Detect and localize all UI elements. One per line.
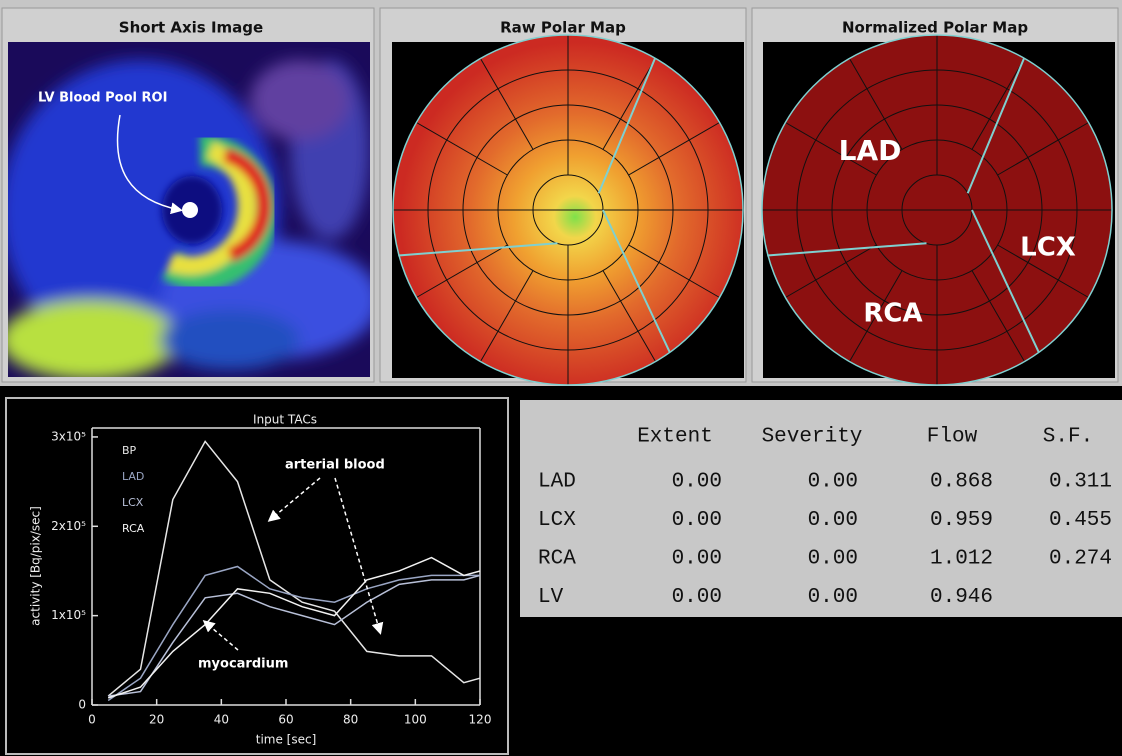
column-header: Flow bbox=[927, 426, 978, 449]
column-header: Extent bbox=[637, 426, 713, 449]
row-label: LCX bbox=[538, 509, 576, 532]
x-axis-label: time [sec] bbox=[256, 733, 317, 747]
legend-entry: RCA bbox=[122, 522, 145, 535]
y-tick-label: 3x10⁵ bbox=[51, 429, 86, 443]
y-tick-label: 2x10⁵ bbox=[51, 519, 86, 533]
row-label: LV bbox=[538, 586, 564, 609]
legend-entry: LAD bbox=[122, 470, 144, 483]
table-cell: 0.00 bbox=[808, 509, 858, 532]
table-cell: 0.311 bbox=[1049, 471, 1112, 494]
panel-title: Short Axis Image bbox=[119, 19, 263, 37]
table-cell: 0.868 bbox=[930, 471, 993, 494]
table-cell: 0.959 bbox=[930, 509, 993, 532]
annotation: myocardium bbox=[198, 657, 288, 672]
screen: Short Axis Image Raw Polar Map Normalize… bbox=[0, 0, 1122, 756]
table-cell: 0.946 bbox=[930, 586, 993, 609]
annotation: LV Blood Pool ROI bbox=[38, 91, 167, 106]
x-tick-label: 60 bbox=[278, 713, 293, 727]
y-tick-label: 1x10⁵ bbox=[51, 608, 86, 622]
y-axis-label: activity [Bq/pix/sec] bbox=[29, 506, 43, 626]
x-tick-label: 120 bbox=[469, 713, 492, 727]
row-label: LAD bbox=[538, 471, 576, 494]
territory-label: RCA bbox=[863, 299, 922, 329]
table-cell: 0.00 bbox=[808, 471, 858, 494]
table-cell: 0.274 bbox=[1049, 548, 1112, 571]
x-tick-label: 100 bbox=[404, 713, 427, 727]
legend-entry: BP bbox=[122, 444, 137, 457]
x-tick-label: 80 bbox=[343, 713, 358, 727]
x-tick-label: 0 bbox=[88, 713, 96, 727]
table-cell: 0.00 bbox=[672, 548, 722, 571]
territory-label: LCX bbox=[1020, 233, 1076, 263]
legend-entry: LCX bbox=[122, 496, 144, 509]
y-tick-label: 0 bbox=[78, 698, 86, 712]
table-cell: 0.00 bbox=[672, 509, 722, 532]
column-header: Severity bbox=[762, 426, 863, 449]
territory-label: LAD bbox=[839, 134, 902, 167]
table-cell: 0.455 bbox=[1049, 509, 1112, 532]
panel-title: Raw Polar Map bbox=[500, 19, 626, 37]
table-cell: 1.012 bbox=[930, 548, 993, 571]
table-cell: 0.00 bbox=[808, 586, 858, 609]
table-cell: 0.00 bbox=[672, 586, 722, 609]
x-tick-label: 20 bbox=[149, 713, 164, 727]
panel-title: Normalized Polar Map bbox=[842, 19, 1028, 37]
table-cell: 0.00 bbox=[672, 471, 722, 494]
annotation: arterial blood bbox=[285, 458, 385, 473]
row-label: RCA bbox=[538, 548, 576, 571]
column-header: S.F. bbox=[1043, 426, 1093, 449]
table-cell: 0.00 bbox=[808, 548, 858, 571]
chart-title: Input TACs bbox=[253, 413, 317, 427]
x-tick-label: 40 bbox=[214, 713, 229, 727]
